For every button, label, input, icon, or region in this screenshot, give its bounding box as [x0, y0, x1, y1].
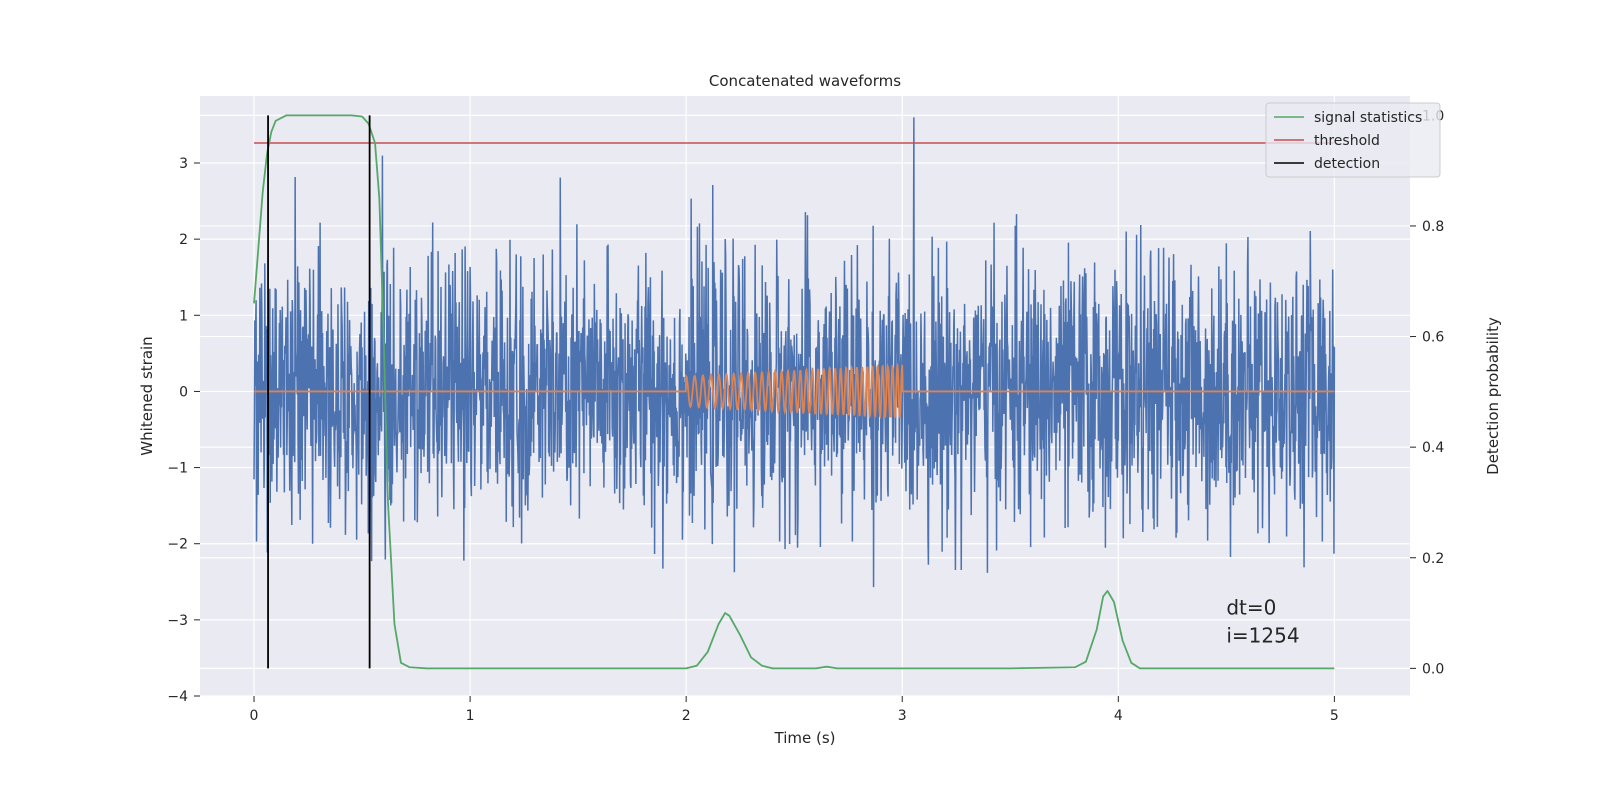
y2-tick-label: 0.8 [1422, 219, 1444, 235]
x-tick-label: 0 [250, 708, 259, 724]
legend-box [1265, 102, 1441, 178]
series-signal-statistics [253, 114, 1335, 670]
x-tick-label: 4 [1114, 708, 1123, 724]
series-injected-chirp [254, 362, 1335, 420]
y-tick-label: −1 [167, 461, 188, 477]
y-tick-label: 1 [179, 308, 188, 324]
data-layer [253, 114, 1336, 670]
y-tick-label: 2 [179, 232, 188, 248]
legend-label-signal-statistics: signal statistics [1314, 110, 1422, 126]
x-tick-label: 1 [466, 708, 475, 724]
series-strain-noise [253, 117, 1336, 588]
y-axis-label: Whitened strain [138, 336, 156, 455]
y-tick-label: 3 [179, 156, 188, 172]
x-tick-label: 2 [682, 708, 691, 724]
y-tick-label: −4 [167, 689, 188, 705]
annotation-i: i=1254 [1226, 624, 1299, 648]
y2-tick-label: 0.0 [1422, 661, 1444, 677]
x-axis-label: Time (s) [774, 729, 836, 747]
y2-tick-label: 0.4 [1422, 440, 1444, 456]
legend-label-detection: detection [1314, 156, 1380, 172]
y2-tick-label: 0.2 [1422, 551, 1444, 567]
y-tick-label: 0 [179, 384, 188, 400]
y-tick-label: −3 [167, 613, 188, 629]
legend-label-threshold: threshold [1314, 133, 1380, 149]
y2-tick-label: 0.6 [1422, 330, 1444, 346]
y-tick-label: −2 [167, 537, 188, 553]
x-tick-label: 3 [898, 708, 907, 724]
x-tick-label: 5 [1330, 708, 1339, 724]
legend: signal statistics threshold detection [1265, 102, 1441, 178]
chart-title: Concatenated waveforms [709, 72, 901, 90]
annotation-dt: dt=0 [1226, 596, 1276, 620]
y2-axis-label: Detection probability [1484, 317, 1502, 475]
